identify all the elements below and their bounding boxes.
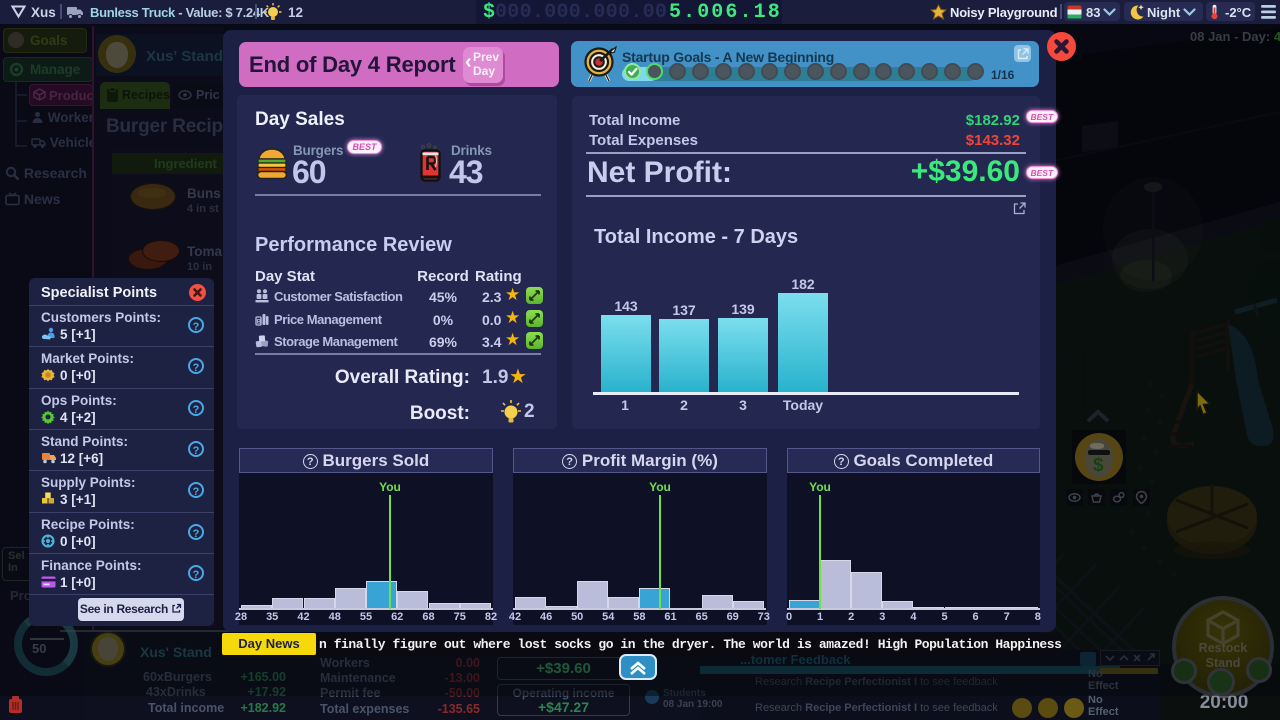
svg-text:B: B	[257, 319, 262, 325]
